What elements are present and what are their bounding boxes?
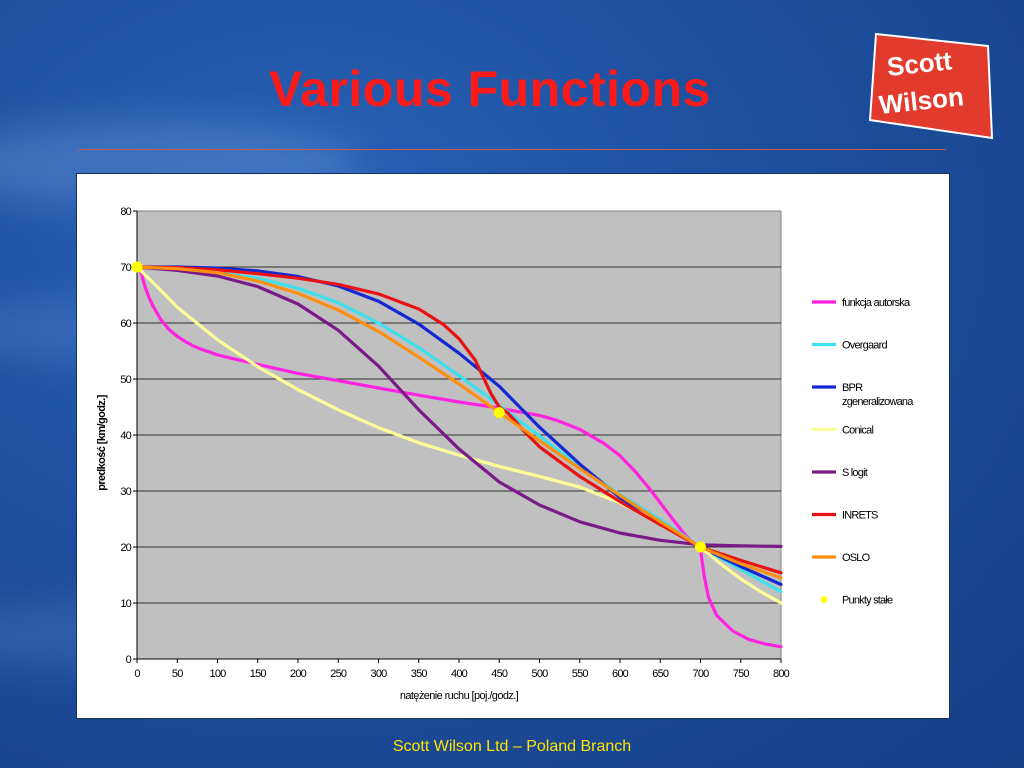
x-tick-label: 250 [330,668,347,680]
slide-title: Various Functions [269,61,711,117]
legend-label-4: S logit [842,467,868,479]
legend-label-6: OSLO [842,552,871,564]
x-tick-label: 450 [491,668,508,680]
logo-line1: Scott [885,45,953,82]
y-tick-label: 20 [120,542,131,554]
x-tick-label: 600 [612,668,629,680]
y-tick-label: 40 [120,430,131,442]
series-point-7 [493,407,505,419]
x-tick-label: 750 [733,668,750,680]
legend-label-0: funkcja autorska [842,297,911,309]
x-tick-label: 400 [451,668,468,680]
y-tick-label: 70 [120,262,131,274]
x-tick-label: 300 [371,668,388,680]
y-tick-label: 30 [120,486,131,498]
x-tick-label: 550 [572,668,589,680]
y-tick-label: 80 [120,206,131,218]
legend-label-5: INRETS [842,510,878,522]
x-tick-label: 700 [693,668,710,680]
y-axis-title: predkość [km/godz.] [96,394,108,490]
x-tick-label: 200 [290,668,307,680]
slide-footer: Scott Wilson Ltd – Poland Branch [392,738,632,755]
series-point-7 [131,261,143,273]
legend-label-2: BPR [842,382,863,394]
x-tick-label: 800 [773,668,790,680]
x-tick-label: 0 [134,668,140,680]
x-axis-title: natężenie ruchu [poj./godz.] [400,690,519,702]
x-tick-label: 100 [210,668,227,680]
series-line-4 [135,265,783,548]
legend-label-1: Overgaard [842,340,887,352]
series-line-0 [135,265,783,649]
title-divider [78,149,946,150]
series-line-5 [135,265,783,575]
y-tick-label: 10 [120,598,131,610]
legend-marker-7 [820,596,828,603]
x-tick-label: 350 [411,668,428,680]
x-tick-label: 50 [172,668,183,680]
y-tick-label: 50 [120,374,131,386]
x-tick-label: 650 [652,668,669,680]
x-tick-label: 150 [250,668,267,680]
chart-frame: 0 10 20 30 40 50 60 70 80 0 50 100 150 200 250 300 350 40… [76,173,950,719]
y-tick-label: 60 [120,318,131,330]
x-tick-label: 500 [532,668,549,680]
legend-label-7: Punkty stałe [842,595,893,607]
series-point-7 [695,541,706,553]
series-line-6 [135,265,783,580]
legend-label-2-cont: zgeneralizowana [842,396,914,408]
legend-label-3: Conical [842,425,873,437]
series-line-3 [135,265,783,605]
scott-wilson-logo: Scott Wilson [868,32,994,140]
y-tick-label: 0 [126,654,132,666]
